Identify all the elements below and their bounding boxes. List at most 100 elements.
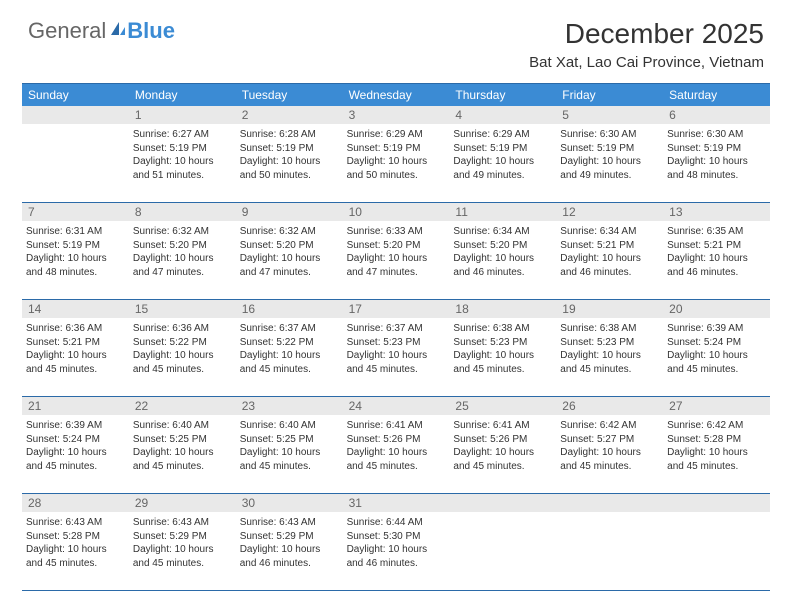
day-cell: Sunrise: 6:39 AMSunset: 5:24 PMDaylight:… (22, 415, 129, 493)
day-details: Sunrise: 6:37 AMSunset: 5:23 PMDaylight:… (347, 320, 446, 376)
day-number-row: 28293031 (22, 494, 770, 512)
day-number (556, 494, 663, 512)
day-details: Sunrise: 6:29 AMSunset: 5:19 PMDaylight:… (453, 126, 552, 182)
sunrise-text: Sunrise: 6:35 AM (667, 225, 766, 239)
header: General Blue December 2025 Bat Xat, Lao … (0, 0, 792, 79)
week-row: Sunrise: 6:36 AMSunset: 5:21 PMDaylight:… (22, 318, 770, 397)
sunrise-text: Sunrise: 6:42 AM (667, 419, 766, 433)
day-details: Sunrise: 6:33 AMSunset: 5:20 PMDaylight:… (347, 223, 446, 279)
daylight-text: Daylight: 10 hours and 47 minutes. (347, 252, 446, 279)
daylight-text: Daylight: 10 hours and 51 minutes. (133, 155, 232, 182)
day-number: 15 (129, 300, 236, 318)
day-number: 6 (663, 106, 770, 124)
weeks-container: 123456Sunrise: 6:27 AMSunset: 5:19 PMDay… (22, 106, 770, 591)
day-number: 19 (556, 300, 663, 318)
daylight-text: Daylight: 10 hours and 50 minutes. (347, 155, 446, 182)
day-number: 28 (22, 494, 129, 512)
day-number (449, 494, 556, 512)
day-number: 24 (343, 397, 450, 415)
day-details: Sunrise: 6:34 AMSunset: 5:20 PMDaylight:… (453, 223, 552, 279)
daylight-text: Daylight: 10 hours and 45 minutes. (133, 543, 232, 570)
sunset-text: Sunset: 5:27 PM (560, 433, 659, 447)
sunrise-text: Sunrise: 6:38 AM (453, 322, 552, 336)
day-cell: Sunrise: 6:40 AMSunset: 5:25 PMDaylight:… (129, 415, 236, 493)
day-cell: Sunrise: 6:38 AMSunset: 5:23 PMDaylight:… (449, 318, 556, 396)
weekday-header: Saturday (663, 84, 770, 106)
week-row: Sunrise: 6:39 AMSunset: 5:24 PMDaylight:… (22, 415, 770, 494)
day-number: 2 (236, 106, 343, 124)
day-cell: Sunrise: 6:40 AMSunset: 5:25 PMDaylight:… (236, 415, 343, 493)
day-number: 4 (449, 106, 556, 124)
day-number: 9 (236, 203, 343, 221)
page-subtitle: Bat Xat, Lao Cai Province, Vietnam (529, 54, 764, 71)
weekday-header: Thursday (449, 84, 556, 106)
sunset-text: Sunset: 5:21 PM (667, 239, 766, 253)
weekday-header: Sunday (22, 84, 129, 106)
sunset-text: Sunset: 5:23 PM (453, 336, 552, 350)
daylight-text: Daylight: 10 hours and 45 minutes. (560, 446, 659, 473)
daylight-text: Daylight: 10 hours and 49 minutes. (560, 155, 659, 182)
day-cell: Sunrise: 6:36 AMSunset: 5:21 PMDaylight:… (22, 318, 129, 396)
sunset-text: Sunset: 5:25 PM (240, 433, 339, 447)
day-details: Sunrise: 6:29 AMSunset: 5:19 PMDaylight:… (347, 126, 446, 182)
day-number: 5 (556, 106, 663, 124)
daylight-text: Daylight: 10 hours and 47 minutes. (133, 252, 232, 279)
daylight-text: Daylight: 10 hours and 49 minutes. (453, 155, 552, 182)
day-details: Sunrise: 6:39 AMSunset: 5:24 PMDaylight:… (667, 320, 766, 376)
day-details: Sunrise: 6:34 AMSunset: 5:21 PMDaylight:… (560, 223, 659, 279)
sunrise-text: Sunrise: 6:32 AM (133, 225, 232, 239)
sunset-text: Sunset: 5:20 PM (240, 239, 339, 253)
daylight-text: Daylight: 10 hours and 45 minutes. (667, 446, 766, 473)
sunrise-text: Sunrise: 6:34 AM (453, 225, 552, 239)
daylight-text: Daylight: 10 hours and 45 minutes. (133, 446, 232, 473)
day-cell: Sunrise: 6:37 AMSunset: 5:23 PMDaylight:… (343, 318, 450, 396)
day-cell (663, 512, 770, 590)
logo: General Blue (28, 18, 175, 44)
sunset-text: Sunset: 5:20 PM (133, 239, 232, 253)
sunset-text: Sunset: 5:19 PM (453, 142, 552, 156)
daylight-text: Daylight: 10 hours and 46 minutes. (240, 543, 339, 570)
daylight-text: Daylight: 10 hours and 48 minutes. (26, 252, 125, 279)
weekday-header: Friday (556, 84, 663, 106)
day-details: Sunrise: 6:40 AMSunset: 5:25 PMDaylight:… (240, 417, 339, 473)
sunrise-text: Sunrise: 6:34 AM (560, 225, 659, 239)
weekday-header: Tuesday (236, 84, 343, 106)
sunset-text: Sunset: 5:19 PM (133, 142, 232, 156)
day-details: Sunrise: 6:35 AMSunset: 5:21 PMDaylight:… (667, 223, 766, 279)
weekday-header-row: SundayMondayTuesdayWednesdayThursdayFrid… (22, 84, 770, 106)
day-number (663, 494, 770, 512)
daylight-text: Daylight: 10 hours and 45 minutes. (347, 349, 446, 376)
day-number: 31 (343, 494, 450, 512)
day-details: Sunrise: 6:41 AMSunset: 5:26 PMDaylight:… (453, 417, 552, 473)
daylight-text: Daylight: 10 hours and 46 minutes. (453, 252, 552, 279)
day-details: Sunrise: 6:32 AMSunset: 5:20 PMDaylight:… (240, 223, 339, 279)
weekday-header: Monday (129, 84, 236, 106)
day-cell: Sunrise: 6:42 AMSunset: 5:28 PMDaylight:… (663, 415, 770, 493)
day-details: Sunrise: 6:37 AMSunset: 5:22 PMDaylight:… (240, 320, 339, 376)
sunset-text: Sunset: 5:25 PM (133, 433, 232, 447)
day-number: 1 (129, 106, 236, 124)
day-cell: Sunrise: 6:36 AMSunset: 5:22 PMDaylight:… (129, 318, 236, 396)
day-details: Sunrise: 6:32 AMSunset: 5:20 PMDaylight:… (133, 223, 232, 279)
day-cell: Sunrise: 6:44 AMSunset: 5:30 PMDaylight:… (343, 512, 450, 590)
day-details: Sunrise: 6:30 AMSunset: 5:19 PMDaylight:… (667, 126, 766, 182)
day-details: Sunrise: 6:41 AMSunset: 5:26 PMDaylight:… (347, 417, 446, 473)
sunset-text: Sunset: 5:23 PM (560, 336, 659, 350)
day-cell: Sunrise: 6:43 AMSunset: 5:28 PMDaylight:… (22, 512, 129, 590)
sunrise-text: Sunrise: 6:41 AM (453, 419, 552, 433)
daylight-text: Daylight: 10 hours and 45 minutes. (453, 349, 552, 376)
sunset-text: Sunset: 5:22 PM (240, 336, 339, 350)
logo-text-blue: Blue (127, 18, 175, 44)
day-number-row: 21222324252627 (22, 397, 770, 415)
sunrise-text: Sunrise: 6:43 AM (26, 516, 125, 530)
daylight-text: Daylight: 10 hours and 45 minutes. (26, 543, 125, 570)
logo-text-general: General (28, 18, 106, 44)
day-details: Sunrise: 6:28 AMSunset: 5:19 PMDaylight:… (240, 126, 339, 182)
sunrise-text: Sunrise: 6:33 AM (347, 225, 446, 239)
sunrise-text: Sunrise: 6:39 AM (26, 419, 125, 433)
day-cell: Sunrise: 6:33 AMSunset: 5:20 PMDaylight:… (343, 221, 450, 299)
sunrise-text: Sunrise: 6:42 AM (560, 419, 659, 433)
day-details: Sunrise: 6:30 AMSunset: 5:19 PMDaylight:… (560, 126, 659, 182)
week-row: Sunrise: 6:43 AMSunset: 5:28 PMDaylight:… (22, 512, 770, 591)
day-number: 23 (236, 397, 343, 415)
